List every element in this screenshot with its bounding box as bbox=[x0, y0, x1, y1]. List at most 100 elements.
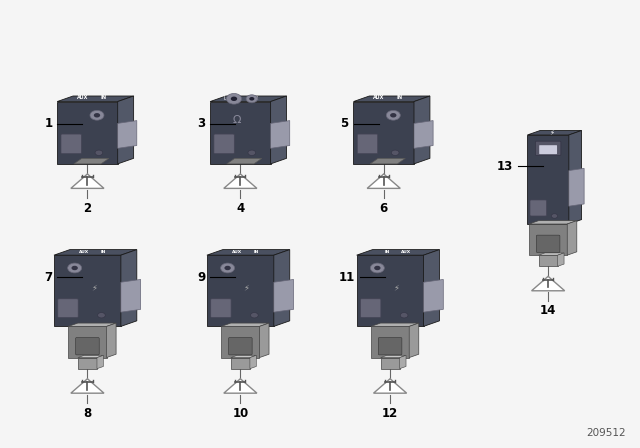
Polygon shape bbox=[274, 250, 290, 327]
Polygon shape bbox=[68, 323, 116, 327]
FancyBboxPatch shape bbox=[530, 200, 547, 216]
Polygon shape bbox=[210, 96, 287, 102]
FancyBboxPatch shape bbox=[536, 141, 561, 155]
Polygon shape bbox=[529, 221, 577, 224]
Text: ⚡: ⚡ bbox=[91, 283, 97, 292]
Polygon shape bbox=[74, 158, 109, 164]
Polygon shape bbox=[371, 323, 419, 327]
Polygon shape bbox=[569, 130, 582, 224]
Text: 14: 14 bbox=[540, 304, 556, 317]
Polygon shape bbox=[539, 255, 557, 266]
Circle shape bbox=[392, 150, 399, 155]
Text: 13: 13 bbox=[497, 159, 513, 172]
Text: 8: 8 bbox=[83, 406, 92, 419]
Circle shape bbox=[98, 313, 105, 318]
Polygon shape bbox=[221, 323, 269, 327]
Text: 3: 3 bbox=[197, 117, 205, 130]
Text: AUX: AUX bbox=[232, 250, 242, 254]
Text: 4: 4 bbox=[236, 202, 244, 215]
Circle shape bbox=[374, 266, 381, 270]
Polygon shape bbox=[78, 358, 97, 369]
Circle shape bbox=[68, 263, 82, 273]
Polygon shape bbox=[224, 379, 257, 393]
Text: IN: IN bbox=[253, 250, 259, 254]
Polygon shape bbox=[221, 327, 259, 358]
Polygon shape bbox=[259, 323, 269, 358]
Polygon shape bbox=[409, 323, 419, 358]
Circle shape bbox=[400, 313, 408, 318]
Text: 5: 5 bbox=[340, 117, 349, 130]
Polygon shape bbox=[381, 355, 406, 358]
FancyBboxPatch shape bbox=[536, 235, 560, 253]
Polygon shape bbox=[353, 96, 430, 102]
Text: IN: IN bbox=[397, 95, 403, 100]
Circle shape bbox=[231, 97, 237, 101]
FancyBboxPatch shape bbox=[357, 134, 378, 154]
Polygon shape bbox=[250, 355, 256, 369]
Polygon shape bbox=[399, 355, 406, 369]
Circle shape bbox=[227, 94, 242, 104]
Polygon shape bbox=[424, 250, 440, 327]
Polygon shape bbox=[527, 135, 569, 224]
Circle shape bbox=[72, 266, 78, 270]
Polygon shape bbox=[356, 255, 424, 327]
Polygon shape bbox=[569, 168, 584, 206]
Polygon shape bbox=[224, 174, 257, 188]
Polygon shape bbox=[371, 327, 409, 358]
Polygon shape bbox=[118, 121, 137, 148]
Text: 2: 2 bbox=[83, 202, 92, 215]
Circle shape bbox=[551, 214, 557, 218]
Text: 10: 10 bbox=[232, 406, 248, 419]
Text: ⚡: ⚡ bbox=[394, 283, 399, 292]
FancyBboxPatch shape bbox=[61, 134, 81, 154]
Circle shape bbox=[95, 150, 102, 155]
Polygon shape bbox=[557, 253, 564, 266]
Polygon shape bbox=[370, 158, 405, 164]
Polygon shape bbox=[567, 221, 577, 255]
Text: AUX: AUX bbox=[77, 95, 88, 100]
FancyBboxPatch shape bbox=[378, 337, 402, 355]
FancyBboxPatch shape bbox=[76, 337, 99, 355]
Polygon shape bbox=[210, 102, 271, 164]
Polygon shape bbox=[529, 224, 567, 255]
Text: Ω: Ω bbox=[233, 115, 241, 125]
Polygon shape bbox=[71, 174, 104, 188]
Polygon shape bbox=[57, 102, 118, 164]
Text: L: L bbox=[223, 96, 226, 101]
Circle shape bbox=[371, 263, 385, 273]
Text: 1: 1 bbox=[44, 117, 52, 130]
Text: IN: IN bbox=[384, 250, 390, 254]
Polygon shape bbox=[271, 121, 290, 148]
Text: 11: 11 bbox=[339, 271, 355, 284]
Polygon shape bbox=[539, 253, 564, 255]
FancyBboxPatch shape bbox=[360, 299, 381, 318]
Polygon shape bbox=[231, 355, 256, 358]
Circle shape bbox=[249, 97, 254, 100]
Text: 209512: 209512 bbox=[586, 428, 626, 438]
Circle shape bbox=[387, 110, 400, 120]
Text: ⚡: ⚡ bbox=[244, 283, 250, 292]
FancyBboxPatch shape bbox=[211, 299, 231, 318]
Polygon shape bbox=[68, 327, 106, 358]
Polygon shape bbox=[424, 280, 444, 312]
Polygon shape bbox=[71, 379, 104, 393]
Circle shape bbox=[221, 263, 235, 273]
Polygon shape bbox=[532, 276, 564, 291]
Circle shape bbox=[248, 150, 255, 155]
Text: R: R bbox=[255, 96, 258, 101]
FancyBboxPatch shape bbox=[58, 299, 78, 318]
FancyBboxPatch shape bbox=[214, 134, 234, 154]
Polygon shape bbox=[121, 250, 137, 327]
Text: 7: 7 bbox=[44, 271, 52, 284]
Text: 6: 6 bbox=[380, 202, 388, 215]
Polygon shape bbox=[118, 96, 134, 164]
Polygon shape bbox=[57, 96, 134, 102]
Polygon shape bbox=[97, 355, 103, 369]
Polygon shape bbox=[271, 96, 287, 164]
Text: IN: IN bbox=[100, 250, 106, 254]
Circle shape bbox=[225, 266, 231, 270]
Polygon shape bbox=[54, 250, 137, 255]
Polygon shape bbox=[414, 96, 430, 164]
Polygon shape bbox=[207, 250, 290, 255]
Polygon shape bbox=[381, 358, 399, 369]
